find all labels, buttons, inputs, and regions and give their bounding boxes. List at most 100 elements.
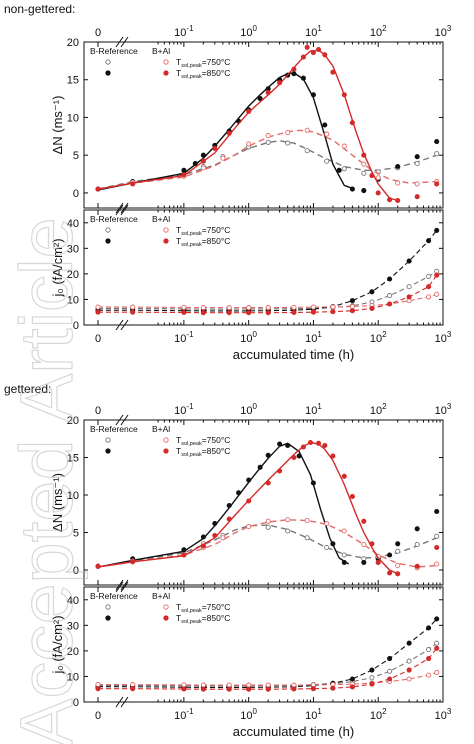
- data-point: [310, 309, 316, 315]
- legend-row-label: Tsol,peak=850°C: [176, 236, 230, 248]
- data-point: [226, 686, 232, 692]
- data-point: [310, 480, 316, 486]
- series-fit-line: [97, 519, 437, 568]
- data-point: [406, 640, 412, 646]
- data-point: [322, 122, 328, 128]
- data-point: [361, 161, 367, 167]
- x-top-tick-label: 0: [95, 405, 101, 417]
- data-point: [349, 684, 355, 690]
- axis-break-mark: [115, 579, 124, 591]
- legend-col1-header: B-Reference: [90, 46, 138, 56]
- x-bottom-tick-label: 10-1: [174, 330, 194, 345]
- y-tick-label: 40: [67, 595, 79, 607]
- legend-marker: [163, 615, 169, 621]
- x-top-tick-label: 101: [305, 24, 322, 39]
- x-top-tick-label: 100: [240, 402, 257, 417]
- data-point: [361, 152, 367, 158]
- data-point: [406, 284, 412, 290]
- series-line: [98, 270, 437, 310]
- data-point: [434, 640, 440, 646]
- data-point: [181, 172, 187, 178]
- axis-break-mark: [120, 36, 129, 48]
- data-point: [265, 682, 271, 688]
- data-point: [434, 508, 440, 515]
- data-point: [130, 309, 136, 315]
- data-point: [324, 520, 330, 527]
- y-tick-label: 10: [67, 671, 79, 683]
- data-point: [220, 535, 226, 541]
- y-axis-label: j₀ (fA/cm²): [50, 615, 65, 674]
- legend-row-label: Tsol,peak=750°C: [176, 435, 230, 447]
- y-tick-label: 5: [73, 150, 79, 162]
- data-point: [434, 227, 440, 233]
- data-point: [265, 518, 271, 524]
- data-point: [304, 44, 310, 50]
- data-point: [349, 493, 355, 500]
- y-tick-label: 20: [67, 37, 79, 49]
- x-axis-label: accumulated time (h): [233, 724, 354, 739]
- data-point: [395, 562, 401, 569]
- series-fit-line: [97, 129, 437, 190]
- legend-marker: [105, 59, 111, 65]
- y-tick-label: 10: [67, 112, 79, 124]
- legend-marker: [163, 448, 169, 454]
- data-point: [387, 197, 393, 203]
- data-point: [426, 625, 432, 631]
- legend-col2-header: B+Al: [152, 591, 170, 601]
- section-label-non-gettered: non-gettered:: [4, 2, 76, 16]
- x-top-tick-label: 0: [95, 27, 101, 39]
- data-point: [349, 308, 355, 314]
- data-point: [349, 676, 355, 682]
- data-point: [265, 90, 271, 96]
- data-point: [95, 686, 101, 692]
- data-point: [200, 534, 206, 540]
- axis-break-mark: [115, 204, 124, 216]
- data-point: [414, 541, 420, 548]
- legend-row-label: Tsol,peak=750°C: [176, 602, 230, 614]
- data-point: [285, 528, 291, 534]
- plot-frame: [83, 209, 444, 326]
- axis-break-mark: [115, 36, 124, 48]
- data-point: [369, 681, 375, 687]
- data-point: [265, 524, 271, 530]
- data-point: [414, 194, 420, 200]
- data-point: [265, 139, 271, 145]
- data-point: [310, 92, 316, 98]
- data-point: [361, 188, 367, 194]
- data-point: [130, 682, 136, 688]
- data-point: [200, 310, 206, 316]
- data-point: [322, 52, 328, 58]
- data-point: [395, 180, 401, 186]
- data-point: [349, 298, 355, 304]
- data-point: [291, 454, 297, 461]
- data-point: [434, 670, 440, 676]
- y-axis-label: ΔN (ms⁻¹): [50, 473, 65, 532]
- data-point: [130, 304, 136, 310]
- data-point: [330, 541, 336, 547]
- y-tick-label: 40: [67, 218, 79, 230]
- y-tick-label: 5: [73, 528, 79, 540]
- data-point: [426, 294, 432, 300]
- data-point: [369, 305, 375, 311]
- data-point: [330, 69, 336, 75]
- data-point: [285, 517, 291, 523]
- series-line: [98, 642, 438, 687]
- legend-marker: [163, 238, 169, 244]
- axis-break-mark: [120, 414, 129, 426]
- legend-marker: [105, 615, 111, 621]
- data-point: [200, 165, 206, 171]
- data-point: [341, 528, 347, 534]
- legend-col2-header: B+Al: [152, 424, 170, 434]
- data-point: [406, 294, 412, 300]
- axis-break-mark: [120, 696, 129, 708]
- data-point: [192, 160, 198, 167]
- data-point: [426, 273, 432, 279]
- data-point: [291, 304, 297, 310]
- data-point: [387, 656, 393, 662]
- data-point: [349, 120, 355, 126]
- data-point: [322, 442, 328, 449]
- data-point: [181, 167, 187, 173]
- data-point: [257, 464, 263, 470]
- x-top-tick-label: 102: [370, 402, 387, 417]
- legend-row-label: Tsol,peak=850°C: [176, 68, 230, 80]
